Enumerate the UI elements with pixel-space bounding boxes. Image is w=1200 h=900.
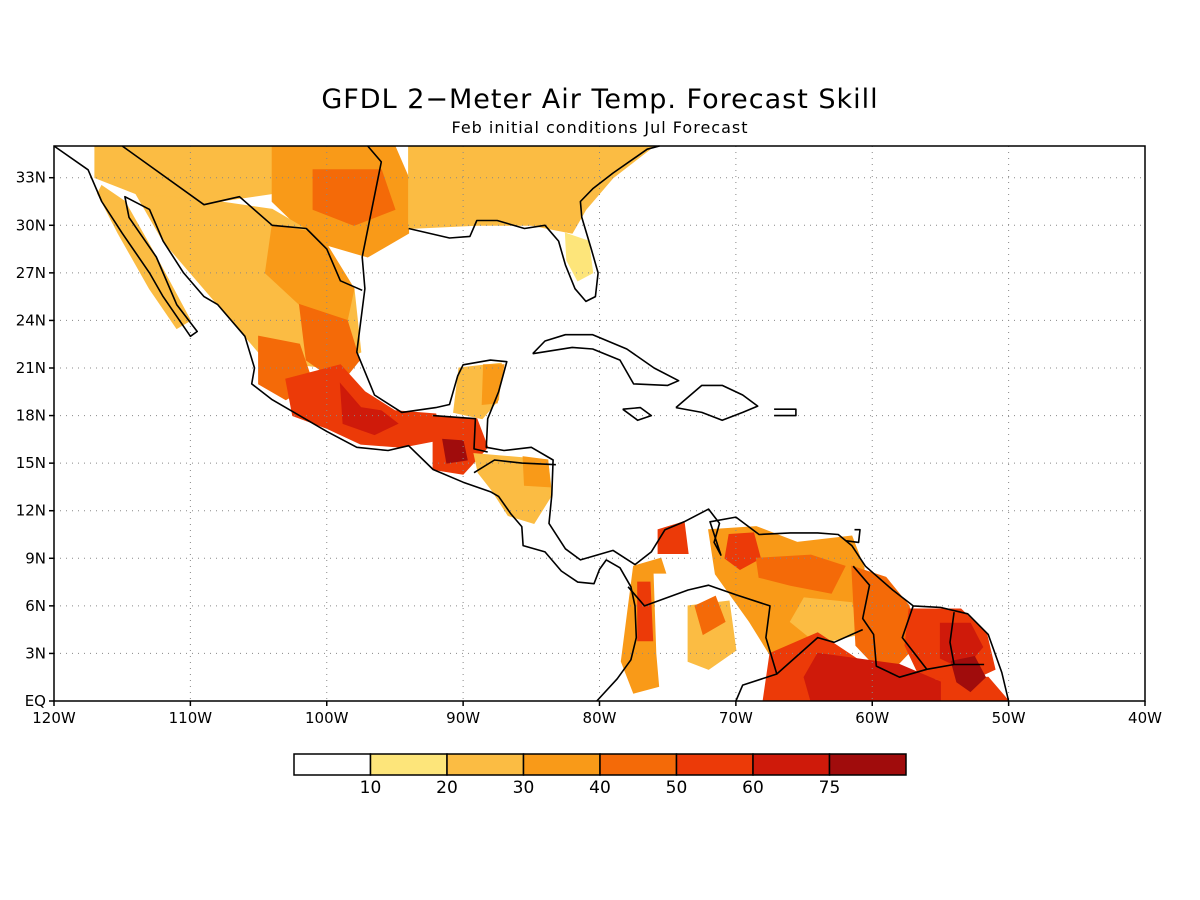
skill-region xyxy=(339,382,399,436)
skill-region xyxy=(950,656,987,693)
skill-region xyxy=(298,303,361,385)
map-subtitle: Feb initial conditions Jul Forecast xyxy=(451,118,749,137)
coastline xyxy=(53,145,638,702)
colorbar-swatch xyxy=(522,753,601,776)
coastline xyxy=(901,605,928,670)
colorbar-legend: 10 20 30 40 50 60 75 xyxy=(293,753,907,798)
skill-region xyxy=(442,438,468,464)
coastline xyxy=(675,384,759,422)
lon-tick-label: 100W xyxy=(305,709,349,727)
coastline xyxy=(121,145,363,292)
coastline xyxy=(473,459,556,474)
lon-tick-label: 80W xyxy=(583,709,617,727)
lon-tick-label: 90W xyxy=(446,709,480,727)
coastline xyxy=(532,333,680,387)
colorbar-swatch xyxy=(599,753,678,776)
lat-tick-label: 9N xyxy=(25,549,46,567)
skill-region xyxy=(653,573,696,702)
colorbar-swatch xyxy=(293,753,372,776)
lat-tick-label: 12N xyxy=(16,502,46,520)
colorbar-label: 40 xyxy=(589,778,611,798)
skill-region xyxy=(564,232,594,282)
lat-tick-label: EQ xyxy=(25,692,46,710)
coastline xyxy=(774,408,797,417)
colorbar-label: 10 xyxy=(360,778,382,798)
coastline-layer xyxy=(53,145,1010,702)
map-title: GFDL 2−Meter Air Temp. Forecast Skill xyxy=(321,84,879,115)
lon-tick-label: 60W xyxy=(855,709,889,727)
skill-fill-layer xyxy=(94,145,1010,702)
coastline xyxy=(627,584,778,702)
lat-tick-label: 18N xyxy=(16,407,46,425)
lat-tick-label: 27N xyxy=(16,264,46,282)
longitude-labels: 120W 110W 100W 90W 80W 70W 60W 50W 40W xyxy=(32,701,1162,727)
coastline xyxy=(846,528,861,544)
skill-region xyxy=(789,597,860,645)
colorbar-swatch xyxy=(446,753,525,776)
lat-tick-label: 6N xyxy=(25,597,46,615)
skill-region xyxy=(724,532,761,570)
lat-tick-label: 30N xyxy=(16,216,46,234)
lat-tick-label: 33N xyxy=(16,169,46,187)
skill-region xyxy=(522,456,551,488)
lon-tick-label: 50W xyxy=(992,709,1026,727)
lat-tick-label: 21N xyxy=(16,359,46,377)
lon-tick-label: 40W xyxy=(1128,709,1162,727)
grid-lines xyxy=(54,146,1145,701)
skill-region xyxy=(755,554,846,594)
coastline xyxy=(852,565,985,678)
lat-tick-label: 3N xyxy=(25,644,46,662)
colorbar-swatch xyxy=(828,753,907,776)
skill-region xyxy=(312,169,396,226)
colorbar-label: 20 xyxy=(436,778,458,798)
lon-tick-label: 110W xyxy=(169,709,213,727)
colorbar-label: 60 xyxy=(742,778,764,798)
colorbar-swatch xyxy=(752,753,831,776)
skill-region xyxy=(285,364,444,448)
colorbar-swatch xyxy=(369,753,448,776)
colorbar-label: 30 xyxy=(513,778,535,798)
coastline xyxy=(949,612,955,665)
skill-region xyxy=(408,145,656,234)
colorbar-label: 50 xyxy=(666,778,688,798)
colorbar-swatch xyxy=(675,753,754,776)
skill-region xyxy=(481,364,505,406)
latitude-labels: EQ 3N 6N 9N 12N 15N 18N 21N 24N 27N 30N 33N xyxy=(16,169,54,710)
lat-tick-label: 24N xyxy=(16,311,46,329)
lat-tick-label: 15N xyxy=(16,454,46,472)
lon-tick-label: 120W xyxy=(32,709,76,727)
coastline xyxy=(433,414,488,453)
coastline xyxy=(356,145,1010,702)
skill-region xyxy=(94,145,273,203)
lon-tick-label: 70W xyxy=(719,709,753,727)
colorbar-label: 75 xyxy=(819,778,841,798)
coastline xyxy=(622,406,653,422)
coastline xyxy=(776,628,864,675)
skill-region xyxy=(637,581,654,642)
coastline xyxy=(408,145,660,303)
